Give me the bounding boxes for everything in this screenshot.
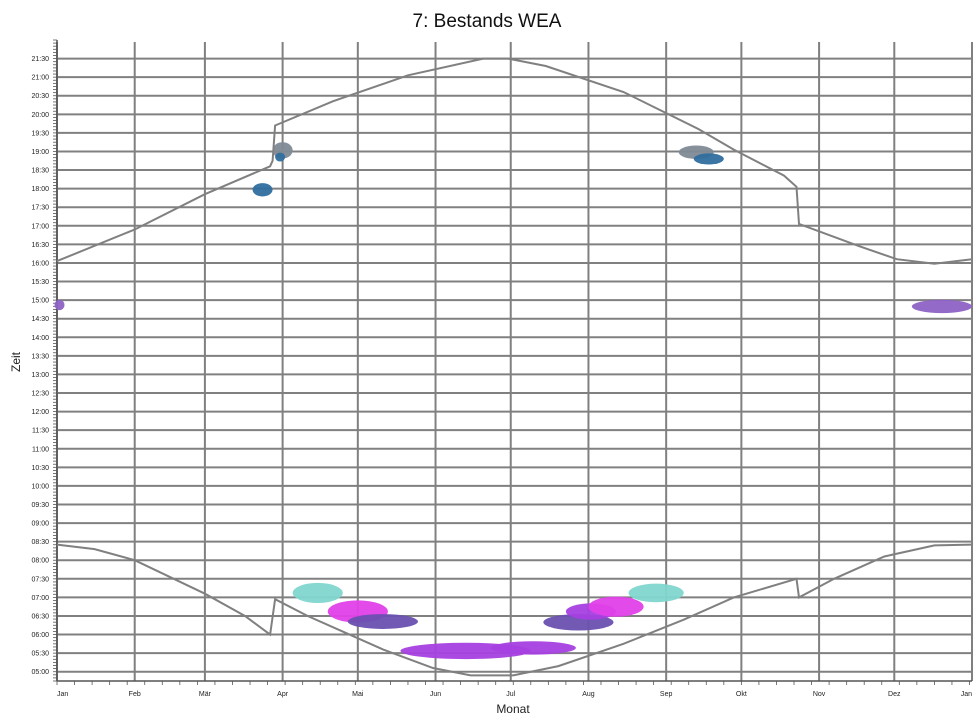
y-tick-label: 12:30 [31,391,49,398]
x-tick-label: Mär [199,691,212,698]
y-tick-label: 19:00 [31,149,49,156]
shadow-event-blue [252,183,273,197]
sunset-curve [56,57,973,265]
minor-ticks [53,39,970,685]
x-tick-label: Mai [352,691,364,698]
x-tick-label: Jan [961,691,972,698]
y-tick-label: 11:00 [32,446,49,453]
y-tick-label: 20:00 [31,112,49,119]
chart-title: 7: Bestands WEA [413,11,562,32]
x-tick-label: Jul [506,691,515,698]
y-tick-label: 17:00 [31,223,49,230]
y-tick-label: 13:30 [31,353,49,360]
shadow-event-violet [911,299,972,314]
shadow-event-teal [628,583,684,603]
y-tick-label: 13:00 [31,372,49,379]
shadow-event-blue [275,152,286,162]
sunrise-curve [56,543,973,677]
shadow-event-magenta [588,596,644,617]
x-axis-label: Monat [496,702,530,716]
y-tick-label: 16:30 [31,242,49,249]
y-tick-label: 08:30 [31,539,49,546]
y-tick-label: 20:30 [31,93,49,100]
y-tick-label: 15:30 [31,279,49,286]
y-tick-label: 09:00 [31,521,49,528]
shadow-event-violet [54,299,65,311]
y-tick-label: 09:30 [31,502,49,509]
y-tick-label: 06:30 [31,613,49,620]
y-axis-label: Zeit [9,351,23,372]
y-tick-labels: 05:00 05:30 06:00 06:30 07:00 07:30 08:00 08:30… [31,56,49,676]
y-tick-label: 17:30 [31,205,49,212]
y-tick-label: 08:00 [31,558,49,565]
x-tick-label: Dez [888,691,901,698]
x-tick-label: Jan [57,691,68,698]
y-tick-label: 18:00 [31,186,49,193]
y-tick-label: 21:30 [31,56,49,63]
y-tick-label: 10:30 [31,465,49,472]
y-tick-label: 14:00 [31,335,49,342]
x-tick-label: Okt [736,691,747,698]
x-tick-label: Feb [129,691,141,698]
y-tick-label: 05:30 [31,651,49,658]
sun-curves [56,57,973,677]
y-tick-label: 21:00 [31,75,49,82]
x-tick-label: Apr [277,691,289,698]
y-tick-label: 16:00 [31,260,49,267]
x-tick-labels: Jan Feb Mär Apr Mai Jun Jul Aug Sep Okt Nov Dez Jan [57,691,972,698]
y-tick-label: 14:30 [31,316,49,323]
y-tick-label: 15:00 [31,298,49,305]
x-tick-label: Jun [430,691,441,698]
x-tick-label: Aug [582,691,595,698]
y-tick-label: 05:00 [31,669,49,676]
x-tick-label: Sep [660,691,673,698]
shadow-event-blue [693,153,724,165]
y-tick-label: 18:30 [31,168,49,175]
y-tick-label: 19:30 [31,130,49,137]
shadow-events [54,142,972,660]
x-tick-label: Nov [813,691,826,698]
shadow-event-teal [292,582,343,603]
shadow-event-slate_purple [347,614,418,629]
y-tick-label: 11:30 [32,428,49,435]
y-tick-label: 10:00 [31,483,49,490]
shadow-event-purple [490,641,576,655]
y-tick-label: 12:00 [31,409,49,416]
y-tick-label: 07:30 [31,576,49,583]
grid-lines [56,40,973,682]
y-tick-label: 07:00 [31,595,49,602]
y-tick-label: 06:00 [31,632,49,639]
